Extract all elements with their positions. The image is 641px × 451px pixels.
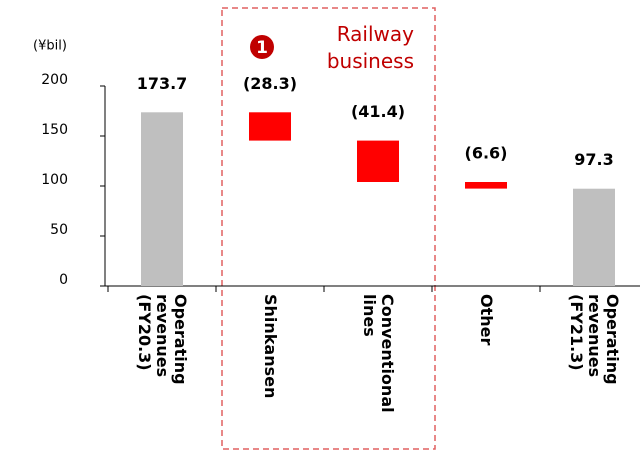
- bar: [465, 182, 507, 189]
- bar: [357, 140, 399, 182]
- value-label: (28.3): [243, 74, 297, 93]
- bar: [573, 188, 615, 286]
- unit-label: (¥bil): [33, 39, 67, 54]
- value-label: 97.3: [574, 150, 613, 169]
- y-tick-label: 200: [41, 72, 68, 88]
- bar: [249, 112, 291, 141]
- y-tick-label: 50: [50, 222, 68, 238]
- x-tick-label: Other: [478, 294, 497, 345]
- x-tick-label: Conventionallines: [361, 294, 398, 413]
- x-tick-label: Shinkansen: [262, 294, 281, 398]
- annotation-text: Railway business: [327, 22, 414, 73]
- value-label: (41.4): [351, 102, 405, 121]
- bar: [141, 112, 183, 286]
- value-label: (6.6): [465, 144, 508, 163]
- annotation-marker: [250, 35, 274, 59]
- value-label: 173.7: [137, 74, 188, 93]
- y-tick-label: 150: [41, 122, 68, 138]
- x-tick-label: Operatingrevenues(FY21.3): [568, 294, 623, 385]
- x-tick-label: Operatingrevenues(FY20.3): [136, 294, 191, 385]
- highlight-box: [221, 7, 436, 450]
- annotation-number: 1: [256, 38, 268, 58]
- y-tick-label: 100: [41, 172, 68, 188]
- y-tick-label: 0: [59, 272, 68, 288]
